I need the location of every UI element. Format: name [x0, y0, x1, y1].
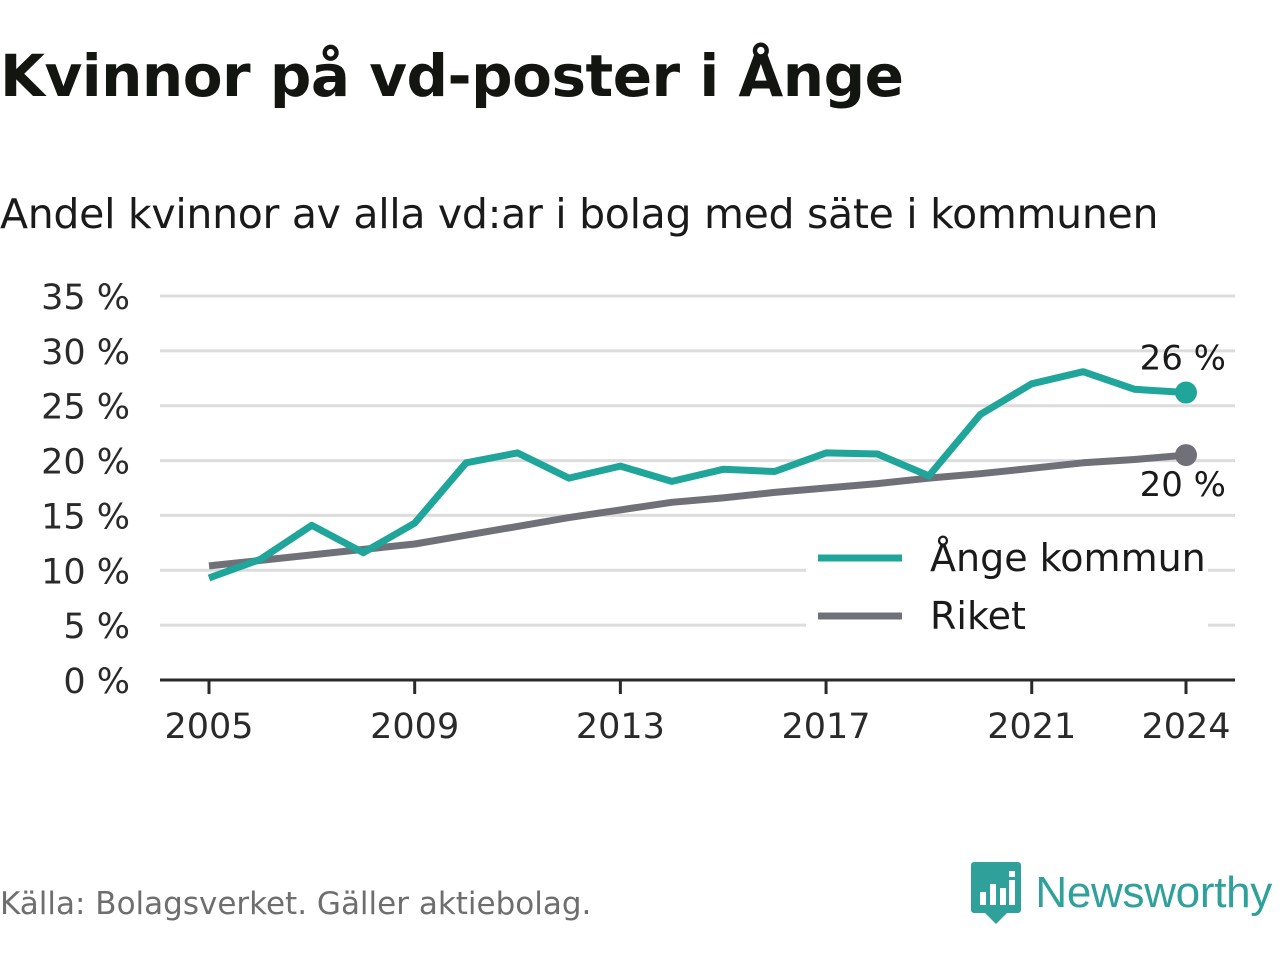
y-tick-label: 30 %: [41, 333, 130, 373]
newsworthy-logo-icon: [971, 862, 1022, 924]
x-tick-label: 2021: [987, 707, 1076, 747]
x-tick-label: 2017: [782, 707, 871, 747]
x-tick-label: 2013: [576, 707, 665, 747]
brand-name: Newsworthy: [1035, 868, 1272, 917]
end-label-riket: 20 %: [1140, 465, 1226, 505]
y-axis-tick-labels: 0 % 5 % 10 % 15 % 20 % 25 % 30 % 35 %: [41, 278, 130, 702]
y-tick-label: 15 %: [41, 497, 130, 537]
line-chart: 0 %5 %10 %15 %20 %25 %30 %35 % 2005 2009 2…: [41, 278, 1235, 747]
y-tick-label: 25 %: [41, 388, 130, 428]
end-marker-riket: [1175, 444, 1197, 467]
y-tick-label: 10 %: [41, 552, 130, 592]
x-axis: 2005 2009 2013 2017 2021 2024: [160, 678, 1235, 747]
source-note: Källa: Bolagsverket. Gäller aktiebolag.: [0, 886, 592, 922]
series-lines: [207, 368, 1187, 582]
legend: Ånge kommun Riket: [806, 528, 1208, 638]
chart-title: Kvinnor på vd-poster i Ånge: [0, 42, 904, 110]
legend-label-riket: Riket: [930, 594, 1026, 638]
y-tick-label: 20 %: [41, 443, 130, 483]
end-marker-ange: [1175, 381, 1197, 404]
chart-subtitle: Andel kvinnor av alla vd:ar i bolag med …: [0, 190, 1159, 238]
grid-lines: [160, 294, 1235, 627]
y-tick-label: 5 %: [63, 607, 130, 647]
x-tick-label: 2024: [1141, 707, 1230, 747]
series-end-markers: [1175, 381, 1197, 467]
x-tick-label: 2005: [164, 707, 253, 747]
y-tick-label: 0 %: [63, 662, 130, 702]
end-label-ange: 26 %: [1140, 339, 1226, 379]
series-line-ange: [207, 368, 1187, 582]
brand-logo: Newsworthy: [971, 862, 1272, 924]
y-tick-label: 35 %: [41, 278, 130, 318]
x-tick-label: 2009: [370, 707, 459, 747]
legend-label-ange: Ånge kommun: [930, 536, 1206, 580]
